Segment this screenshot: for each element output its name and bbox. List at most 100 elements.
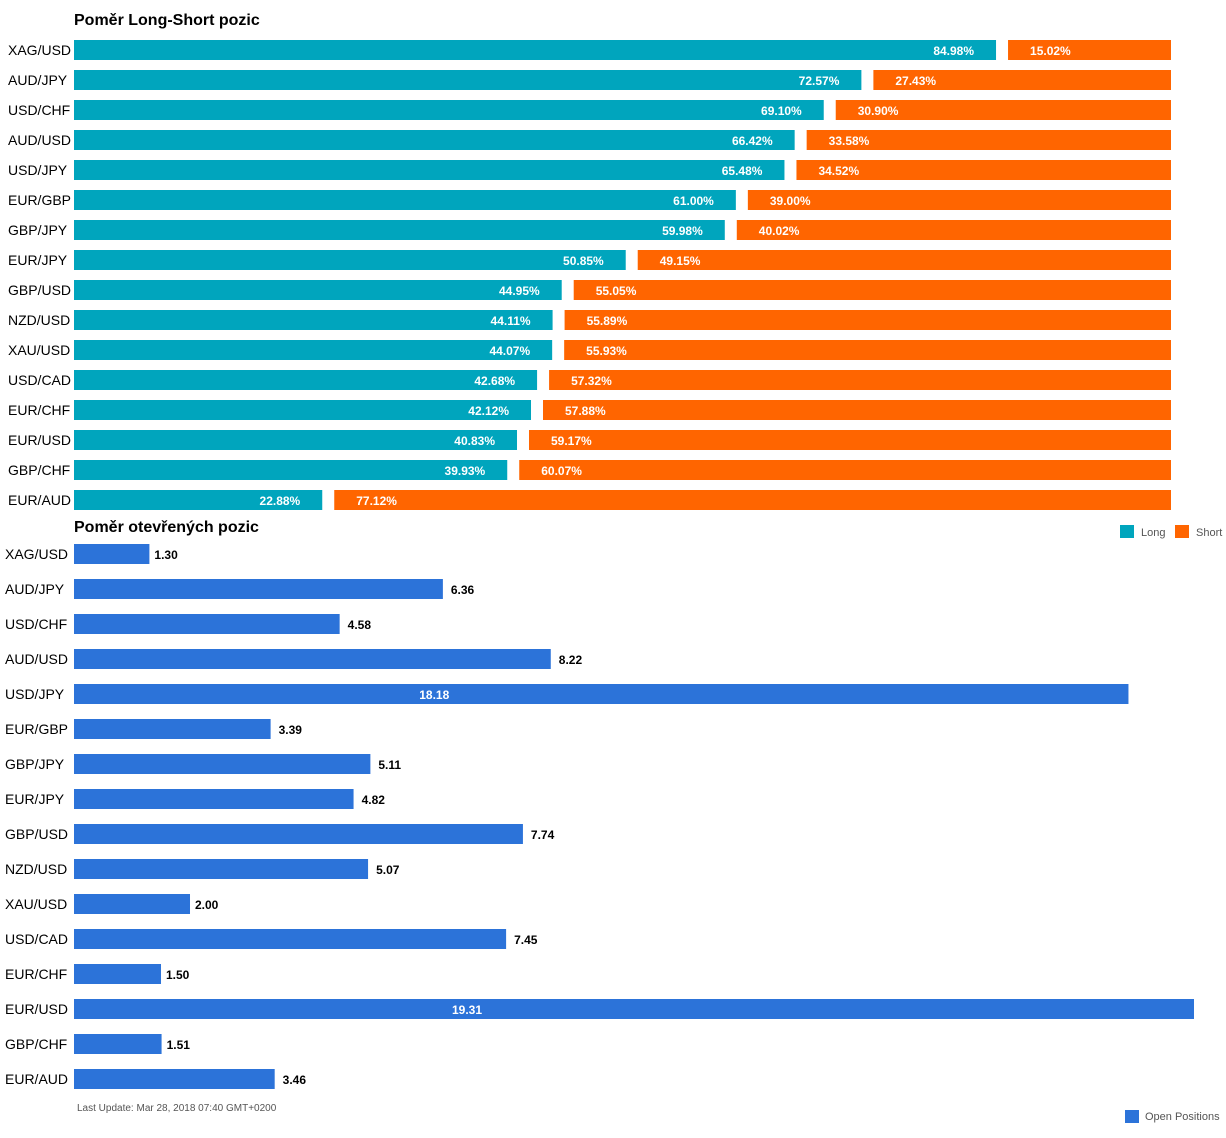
- short-bar: [543, 400, 1171, 420]
- short-data-label: 15.02%: [1030, 44, 1071, 58]
- long-bar: [74, 490, 323, 510]
- long-bar: [74, 160, 785, 180]
- long-data-label: 40.83%: [454, 434, 495, 448]
- short-bar: [747, 190, 1171, 210]
- open-positions-data-label: 18.18: [419, 688, 449, 702]
- open-positions-data-label: 6.36: [451, 583, 475, 597]
- long-data-label: 42.68%: [474, 374, 515, 388]
- open-positions-bar: [74, 964, 162, 984]
- open-positions-bar: [74, 614, 340, 634]
- long-bar: [74, 430, 518, 450]
- category-label: AUD/USD: [8, 132, 71, 148]
- short-data-label: 55.05%: [596, 284, 637, 298]
- short-data-label: 34.52%: [818, 164, 859, 178]
- legend-long-swatch: [1120, 525, 1134, 538]
- category-label: EUR/GBP: [8, 192, 71, 208]
- legend-long-label: Long: [1141, 527, 1165, 539]
- long-data-label: 69.10%: [761, 104, 802, 118]
- category-label: XAU/USD: [5, 896, 67, 912]
- short-bar: [796, 160, 1171, 180]
- open-positions-data-label: 3.39: [279, 723, 303, 737]
- category-label: USD/JPY: [5, 686, 65, 702]
- open-positions-bar: [74, 754, 371, 774]
- open-positions-data-label: 19.31: [452, 1003, 482, 1017]
- short-bar: [519, 460, 1171, 480]
- open-positions-bar: [74, 719, 271, 739]
- category-label: EUR/CHF: [8, 402, 70, 418]
- short-bar: [529, 430, 1171, 450]
- open-positions-bar: [74, 579, 443, 599]
- long-bar: [74, 100, 824, 120]
- category-label: USD/CAD: [8, 372, 71, 388]
- long-bar: [74, 400, 532, 420]
- open-positions-bar: [74, 894, 191, 914]
- long-bar: [74, 250, 626, 270]
- category-label: XAG/USD: [8, 42, 71, 58]
- category-label: GBP/JPY: [5, 756, 65, 772]
- short-bar: [873, 70, 1171, 90]
- long-data-label: 72.57%: [799, 74, 840, 88]
- long-bar: [74, 370, 538, 390]
- legend-short-swatch: [1175, 525, 1189, 538]
- category-label: EUR/JPY: [5, 791, 65, 807]
- short-data-label: 39.00%: [770, 194, 811, 208]
- open-positions-data-label: 1.50: [166, 968, 190, 982]
- long-bar: [74, 340, 553, 360]
- short-bar: [334, 490, 1171, 510]
- long-short-bars-group: XAG/USD 84.98% 15.02% AUD/JPY 72.57% 27.43% US…: [8, 40, 1171, 510]
- long-bar: [74, 310, 553, 330]
- category-label: XAG/USD: [5, 546, 68, 562]
- category-label: GBP/JPY: [8, 222, 68, 238]
- category-label: GBP/CHF: [8, 462, 70, 478]
- category-label: EUR/USD: [8, 432, 71, 448]
- category-label: NZD/USD: [8, 312, 70, 328]
- category-label: XAU/USD: [8, 342, 70, 358]
- short-data-label: 40.02%: [759, 224, 800, 238]
- legend-short-label: Short: [1196, 527, 1222, 539]
- category-label: EUR/JPY: [8, 252, 68, 268]
- open-positions-bar: [74, 1069, 275, 1089]
- category-label: EUR/GBP: [5, 721, 68, 737]
- open-positions-bar: [74, 544, 150, 564]
- open-positions-data-label: 1.30: [154, 548, 178, 562]
- short-bar: [835, 100, 1171, 120]
- short-bar: [806, 130, 1171, 150]
- long-data-label: 39.93%: [445, 464, 486, 478]
- long-data-label: 66.42%: [732, 134, 773, 148]
- category-label: GBP/USD: [8, 282, 71, 298]
- open-positions-data-label: 5.11: [378, 758, 401, 772]
- category-label: GBP/CHF: [5, 1036, 67, 1052]
- open-positions-data-label: 7.74: [531, 828, 555, 842]
- category-label: EUR/CHF: [5, 966, 67, 982]
- short-data-label: 27.43%: [895, 74, 936, 88]
- open-positions-bar: [74, 789, 354, 809]
- open-positions-data-label: 8.22: [559, 653, 583, 667]
- long-bar: [74, 190, 736, 210]
- category-label: USD/CHF: [5, 616, 67, 632]
- long-bar: [74, 70, 862, 90]
- long-bar: [74, 460, 508, 480]
- legend-open-positions-label: Open Positions: [1145, 1111, 1220, 1123]
- long-data-label: 22.88%: [260, 494, 301, 508]
- long-data-label: 44.95%: [499, 284, 540, 298]
- last-update-text: Last Update: Mar 28, 2018 07:40 GMT+0200: [77, 1103, 277, 1114]
- legend-open-positions-swatch: [1125, 1110, 1139, 1123]
- open-positions-bars-group: XAG/USD 1.30 AUD/JPY 6.36 USD/CHF 4.58 AUD/USD…: [5, 544, 1194, 1089]
- short-bar: [573, 280, 1171, 300]
- long-data-label: 50.85%: [563, 254, 604, 268]
- open-positions-data-label: 5.07: [376, 863, 400, 877]
- long-data-label: 84.98%: [933, 44, 974, 58]
- open-positions-data-label: 1.51: [167, 1038, 191, 1052]
- category-label: AUD/JPY: [8, 72, 68, 88]
- category-label: AUD/JPY: [5, 581, 65, 597]
- open-positions-data-label: 3.46: [283, 1073, 307, 1087]
- open-positions-bar: [74, 859, 369, 879]
- category-label: USD/JPY: [8, 162, 68, 178]
- short-bar: [564, 340, 1171, 360]
- category-label: USD/CHF: [8, 102, 70, 118]
- short-data-label: 60.07%: [541, 464, 582, 478]
- open-positions-bar: [74, 929, 507, 949]
- short-data-label: 49.15%: [660, 254, 701, 268]
